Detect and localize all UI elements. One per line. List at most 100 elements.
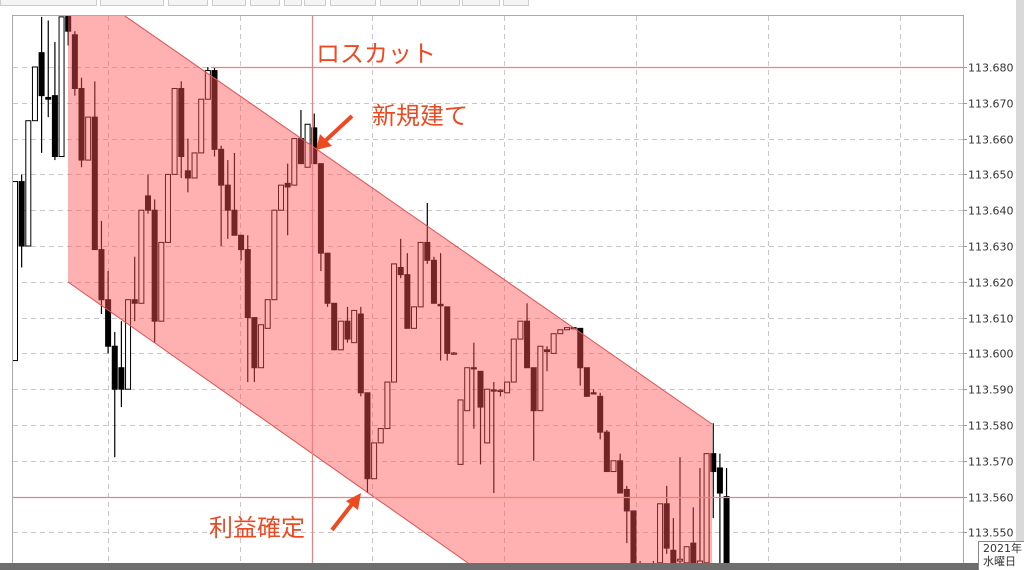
candle-body-bear: [317, 163, 324, 254]
candle: [337, 320, 344, 351]
candle: [105, 271, 112, 354]
candle-body-bull: [563, 327, 570, 331]
candle-body-bear: [397, 266, 404, 276]
candle-body-bear: [357, 313, 364, 394]
candle: [344, 306, 351, 343]
candle-body-bear: [477, 370, 484, 408]
candle: [703, 453, 710, 563]
tab[interactable]: [304, 0, 326, 6]
candle-body-bull: [58, 16, 65, 157]
candle: [557, 329, 564, 335]
candle-body-bear: [597, 395, 604, 433]
tab[interactable]: [380, 0, 418, 6]
candle: [477, 370, 484, 465]
candle: [404, 253, 411, 329]
down-channel[interactable]: [68, 16, 712, 563]
candle: [544, 346, 550, 372]
candle: [65, 16, 72, 46]
candle: [171, 87, 178, 175]
candle: [696, 467, 703, 563]
candle-body-bear: [151, 209, 158, 322]
candle: [58, 16, 65, 157]
tab[interactable]: [0, 0, 97, 6]
candle: [204, 67, 211, 100]
candle-body-bear: [224, 184, 231, 211]
candle: [271, 209, 278, 301]
candle-body-bull: [484, 388, 491, 444]
candle-body-bear: [18, 181, 25, 247]
tab[interactable]: [168, 0, 208, 6]
candle: [490, 382, 497, 494]
vertical-scrollbar[interactable]: [1016, 0, 1024, 541]
candle-body-bear: [238, 234, 245, 251]
candle: [411, 306, 417, 329]
candle: [331, 302, 338, 351]
tab[interactable]: [212, 0, 246, 6]
candle-body-bear: [65, 16, 72, 32]
candles: [13, 16, 730, 563]
candle: [31, 66, 38, 122]
entry-label: 新規建て: [372, 102, 468, 130]
candle-body-bear: [710, 453, 717, 473]
channel-upper-line[interactable]: [124, 16, 713, 425]
candle-body-bear: [577, 327, 584, 369]
candle: [324, 252, 331, 307]
candle-body-bear: [630, 510, 637, 563]
candle: [138, 209, 145, 304]
candle-body-bull: [351, 309, 358, 344]
tab[interactable]: [503, 0, 529, 6]
candle-body-bull: [258, 324, 265, 369]
candle-body-bear: [145, 195, 151, 211]
tab[interactable]: [100, 0, 164, 6]
candle-body-bear: [670, 549, 677, 563]
candle-body-bear: [617, 460, 624, 494]
candle-body-bear: [331, 302, 338, 351]
candle-body-bear: [111, 345, 118, 390]
tab[interactable]: [462, 0, 500, 6]
candle-body-bear: [218, 148, 225, 186]
candle: [164, 173, 171, 243]
channel-lower-line[interactable]: [67, 281, 469, 563]
candle-body-bull: [610, 460, 617, 473]
candle: [191, 152, 198, 179]
candle-body-bear: [690, 542, 697, 563]
candle: [424, 203, 431, 264]
candle-body-bear: [344, 320, 351, 340]
candle-body-bear: [364, 392, 371, 480]
candle: [464, 367, 471, 412]
candle: [244, 235, 251, 383]
tab[interactable]: [420, 0, 460, 6]
annotations: ロスカット 新規建て 利益確定: [209, 40, 468, 542]
candle-body-bear: [430, 259, 437, 304]
y-axis: 113.680 113.670 113.660 113.650 113.640 113.6…: [963, 62, 1014, 540]
candle: [218, 145, 225, 246]
y-tick-label: 113.630: [968, 241, 1014, 254]
candle-body-bear: [583, 367, 590, 397]
candle: [351, 309, 358, 344]
candle: [510, 338, 517, 383]
candle: [158, 241, 165, 322]
horizontal-scrollbar[interactable]: [0, 563, 978, 570]
candle-body-bear: [544, 349, 550, 353]
candle: [91, 81, 98, 251]
candle-body-bear: [530, 367, 537, 412]
tab[interactable]: [250, 0, 280, 6]
candle: [13, 181, 18, 362]
candle-body-bull: [371, 442, 378, 480]
candle-body-bull: [204, 70, 211, 100]
tab[interactable]: [330, 0, 376, 6]
candle: [716, 453, 723, 563]
candle-body-bear: [71, 34, 78, 89]
candle: [284, 163, 291, 236]
candle: [723, 467, 730, 563]
candle: [357, 306, 364, 397]
candle: [98, 220, 105, 315]
candle-body-bear: [51, 95, 58, 157]
candle-body-bull: [138, 209, 145, 304]
candle-body-bear: [178, 87, 185, 157]
candle: [198, 98, 205, 154]
candle: [51, 41, 58, 161]
tab[interactable]: [284, 0, 302, 6]
candle: [610, 460, 617, 473]
